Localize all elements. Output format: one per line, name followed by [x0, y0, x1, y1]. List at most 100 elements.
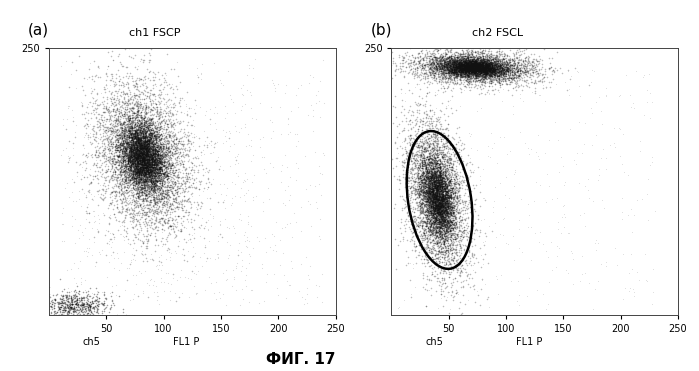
Point	[134, 151, 145, 157]
Point	[445, 217, 456, 223]
Point	[493, 79, 505, 85]
Point	[453, 76, 464, 82]
Point	[445, 225, 456, 231]
Point	[143, 162, 154, 168]
Point	[421, 219, 433, 225]
Point	[445, 73, 456, 79]
Point	[55, 301, 66, 306]
Point	[117, 151, 129, 157]
Point	[396, 145, 407, 151]
Point	[433, 225, 444, 231]
Point	[136, 151, 147, 157]
Point	[460, 59, 471, 65]
Point	[435, 177, 447, 183]
Point	[117, 309, 129, 315]
Point	[147, 141, 158, 147]
Point	[484, 60, 495, 66]
Point	[421, 288, 433, 293]
Point	[147, 159, 158, 165]
Point	[471, 61, 482, 67]
Point	[478, 55, 489, 61]
Point	[143, 164, 154, 170]
Point	[230, 128, 241, 134]
Point	[473, 61, 484, 67]
Point	[141, 193, 152, 198]
Point	[209, 144, 220, 150]
Point	[128, 171, 139, 177]
Point	[167, 121, 178, 127]
Point	[100, 232, 111, 238]
Point	[395, 226, 406, 232]
Point	[398, 74, 410, 80]
Point	[498, 70, 510, 76]
Point	[459, 64, 470, 70]
Point	[504, 66, 515, 72]
Point	[443, 178, 454, 184]
Point	[433, 179, 444, 185]
Point	[435, 70, 447, 76]
Point	[456, 262, 468, 268]
Point	[463, 69, 474, 75]
Point	[470, 61, 481, 67]
Point	[152, 161, 164, 167]
Point	[467, 66, 478, 72]
Point	[73, 288, 85, 294]
Point	[463, 70, 475, 76]
Point	[463, 74, 475, 80]
Point	[445, 177, 456, 183]
Point	[86, 298, 97, 304]
Point	[100, 121, 111, 127]
Point	[430, 192, 441, 198]
Point	[423, 218, 434, 224]
Point	[462, 56, 473, 62]
Point	[490, 64, 501, 70]
Point	[114, 92, 125, 98]
Point	[463, 52, 474, 58]
Point	[417, 63, 428, 69]
Point	[424, 199, 435, 205]
Point	[140, 144, 152, 150]
Point	[405, 183, 417, 189]
Point	[177, 205, 188, 211]
Point	[469, 69, 480, 75]
Point	[127, 145, 138, 151]
Point	[134, 157, 145, 163]
Point	[134, 155, 145, 161]
Point	[130, 154, 141, 160]
Point	[448, 276, 459, 282]
Point	[412, 168, 424, 174]
Point	[467, 60, 478, 66]
Point	[138, 148, 150, 154]
Point	[484, 70, 495, 76]
Point	[423, 278, 434, 283]
Point	[116, 149, 127, 155]
Point	[134, 165, 145, 171]
Point	[115, 171, 127, 177]
Point	[543, 79, 554, 85]
Point	[485, 66, 496, 72]
Point	[445, 223, 456, 229]
Point	[427, 212, 438, 218]
Point	[454, 53, 465, 59]
Point	[451, 65, 462, 71]
Point	[470, 63, 482, 69]
Point	[141, 138, 152, 144]
Point	[146, 168, 157, 174]
Point	[403, 53, 415, 59]
Point	[158, 157, 169, 163]
Point	[484, 304, 495, 310]
Point	[433, 196, 444, 202]
Point	[421, 165, 432, 171]
Point	[431, 66, 442, 72]
Point	[41, 299, 52, 305]
Point	[432, 197, 443, 203]
Point	[139, 161, 150, 167]
Point	[153, 172, 164, 178]
Point	[455, 56, 466, 62]
Point	[270, 242, 281, 248]
Point	[429, 208, 440, 214]
Point	[461, 78, 473, 83]
Point	[459, 217, 470, 223]
Point	[426, 63, 437, 69]
Point	[472, 62, 483, 68]
